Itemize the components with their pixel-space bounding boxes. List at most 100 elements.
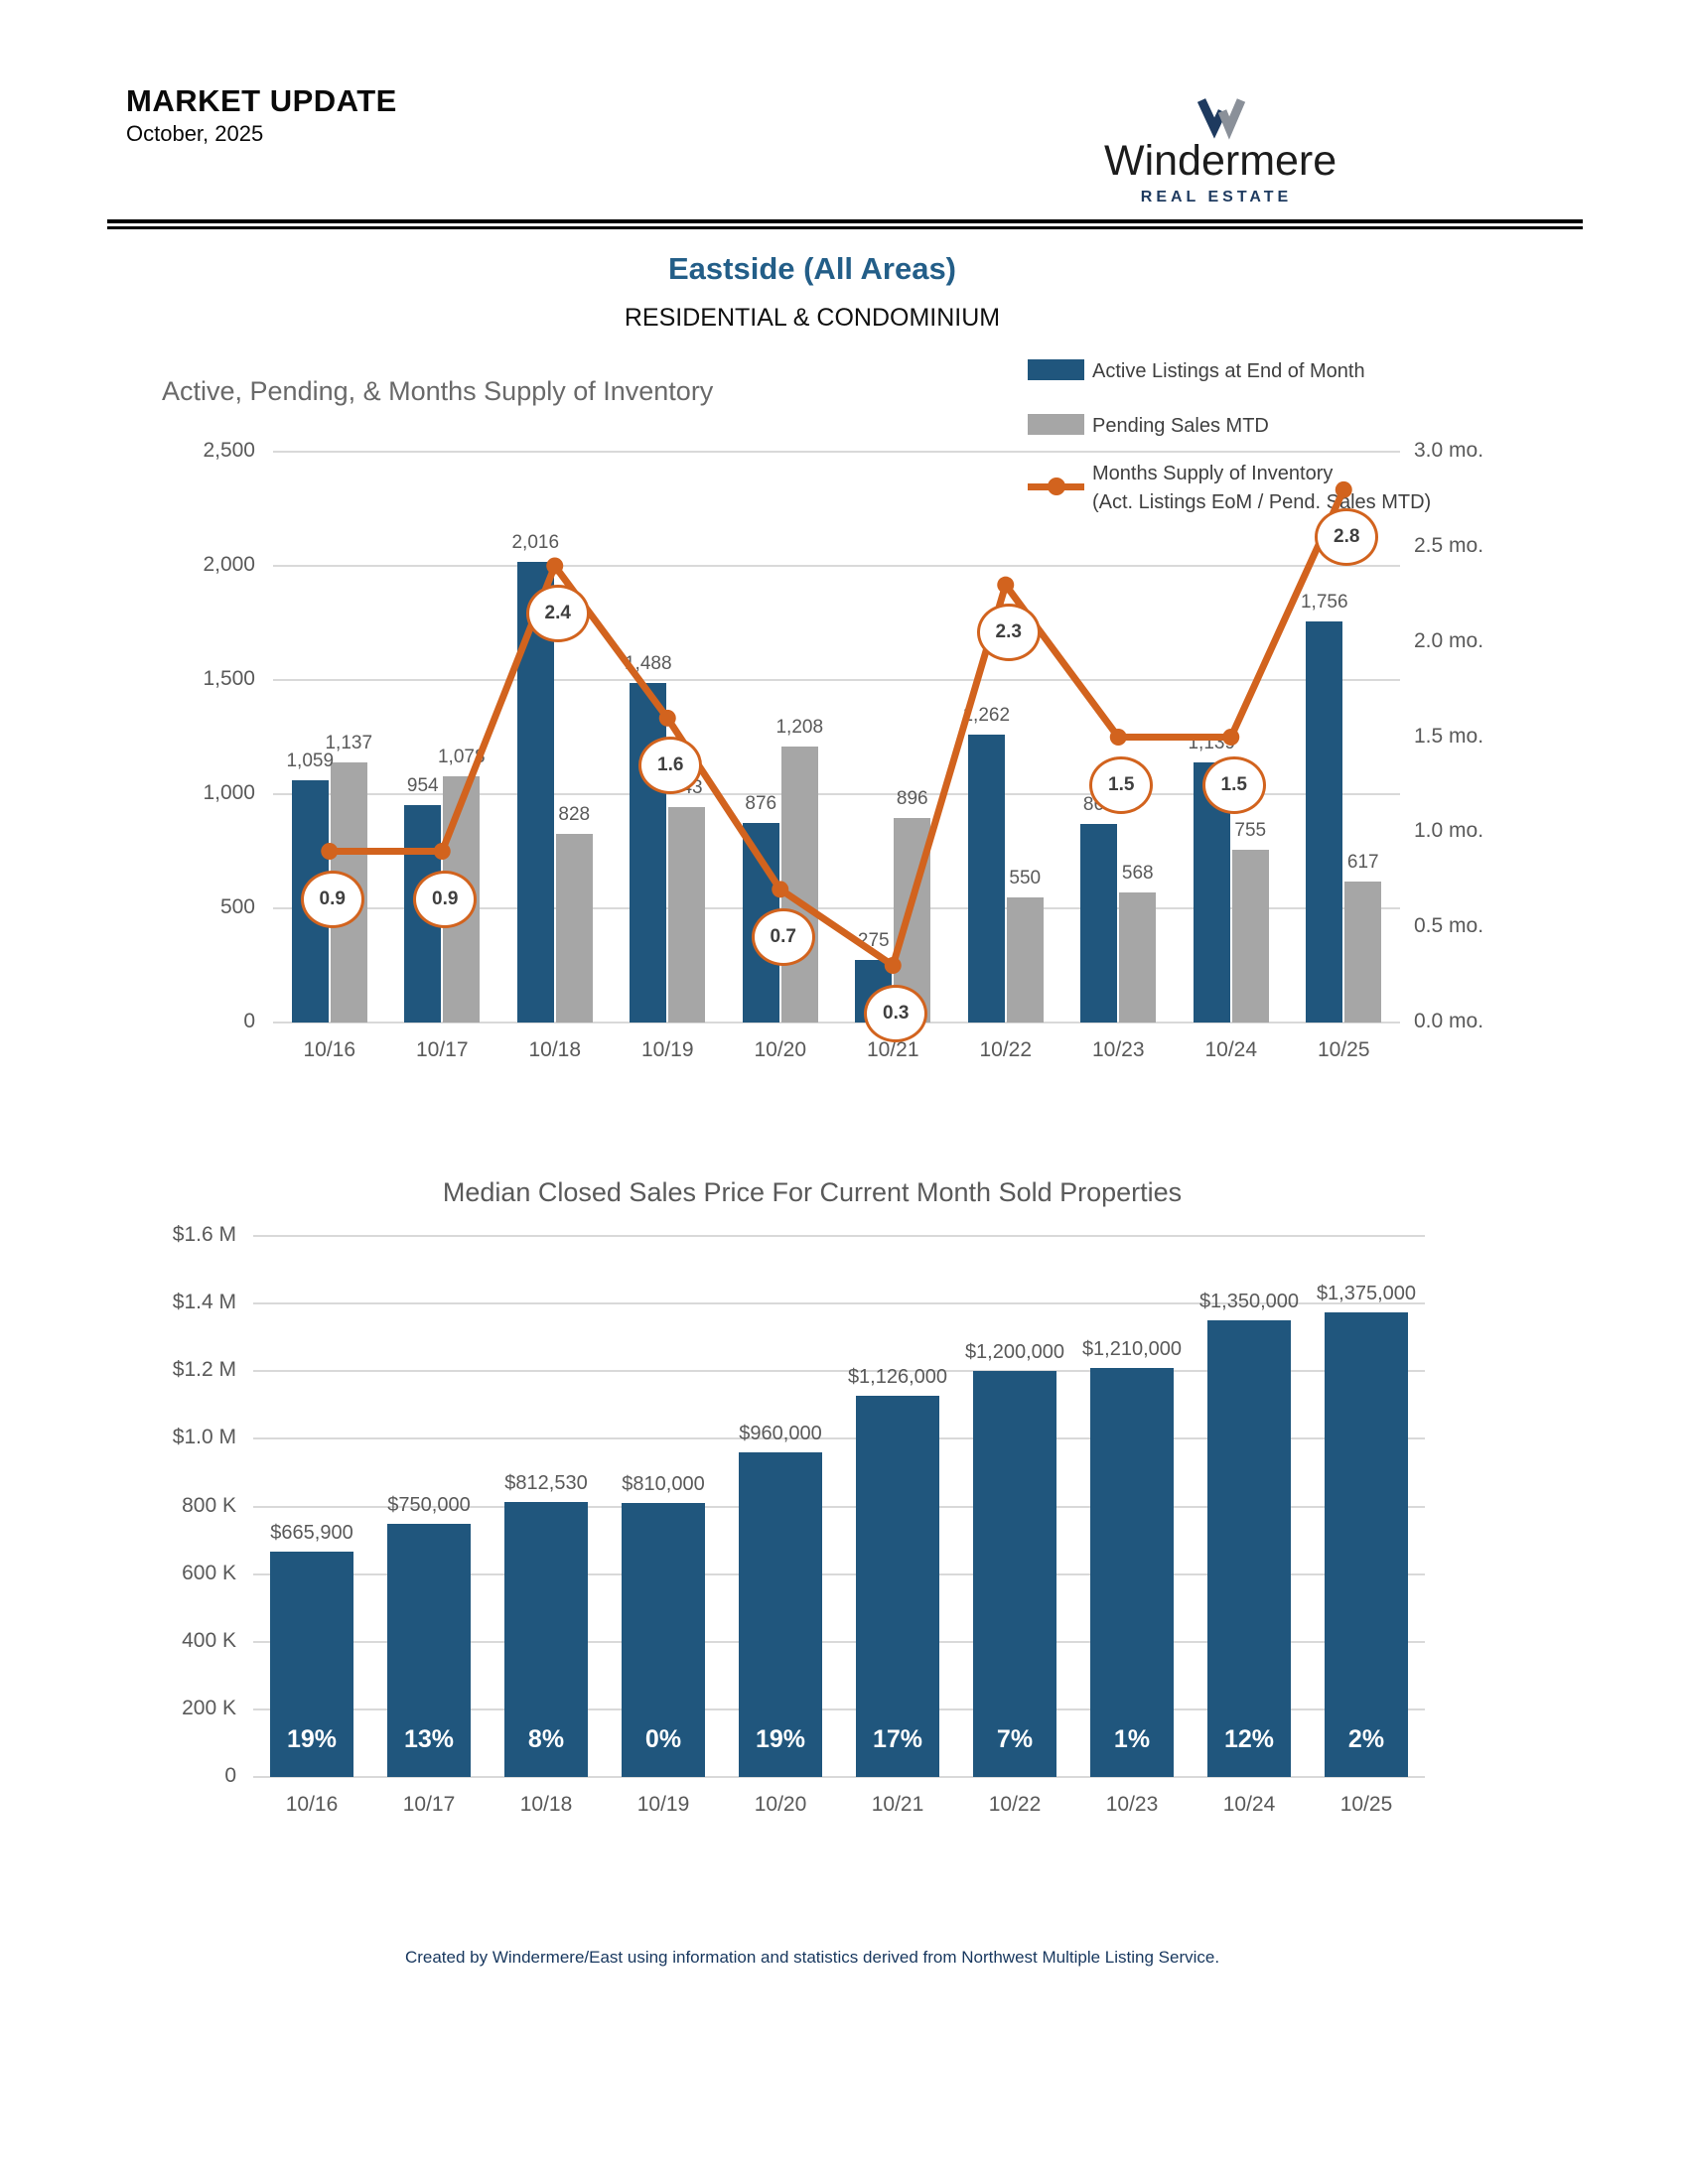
msi-value-bubble: 2.4: [525, 585, 590, 642]
active-bar-value-label: 1,488: [624, 652, 672, 674]
active-bar-value-label: 1,262: [962, 704, 1011, 726]
legend-label-active: Active Listings at End of Month: [1092, 360, 1365, 382]
x-axis-tick-label: 10/16: [285, 1793, 339, 1816]
right-axis-tick-label: 3.0 mo.: [1414, 439, 1484, 462]
grid-line: [273, 451, 1400, 453]
y-axis-tick-label: $1.6 M: [172, 1223, 236, 1246]
active-listings-bar: [1080, 824, 1118, 1023]
active-bar-value-label: 1,139: [1188, 733, 1236, 754]
x-axis-tick-label: 10/17: [402, 1793, 456, 1816]
msi-value-bubble: 2.3: [976, 604, 1041, 662]
grid-line: [273, 565, 1400, 567]
price-value-label: $812,530: [504, 1472, 588, 1495]
median-price-bar: [1325, 1311, 1408, 1777]
x-axis-tick-label: 10/16: [303, 1038, 356, 1061]
x-axis-tick-label: 10/21: [866, 1038, 919, 1061]
y-axis-tick-label: 200 K: [182, 1696, 236, 1719]
yoy-percent-label: 1%: [1113, 1725, 1151, 1753]
msi-value-bubble: 1.5: [1201, 755, 1266, 814]
y-axis-tick-label: 1,000: [203, 781, 255, 804]
x-axis-tick-label: 10/25: [1317, 1038, 1370, 1061]
right-axis-tick-label: 2.0 mo.: [1414, 628, 1484, 652]
pending-sales-bar: [780, 747, 818, 1023]
x-axis-tick-label: 10/21: [871, 1793, 924, 1816]
logo-wordmark: Windermere: [1104, 137, 1337, 185]
x-axis-tick-label: 10/23: [1105, 1793, 1159, 1816]
x-axis-tick-label: 10/18: [519, 1793, 573, 1816]
y-axis-tick-label: 0: [224, 1764, 236, 1787]
y-axis-tick-label: 400 K: [182, 1628, 236, 1652]
yoy-percent-label: 17%: [872, 1725, 923, 1753]
right-axis-tick-label: 0.5 mo.: [1414, 914, 1484, 938]
yoy-percent-label: 12%: [1223, 1725, 1275, 1753]
msi-value-bubble: 0.9: [413, 870, 478, 928]
pending-bar-value-label: 755: [1234, 820, 1267, 842]
price-value-label: $1,375,000: [1316, 1282, 1417, 1304]
y-axis-tick-label: 500: [219, 895, 255, 918]
right-axis-tick-label: 2.5 mo.: [1414, 533, 1484, 557]
x-axis-tick-label: 10/24: [1204, 1038, 1258, 1061]
pending-sales-bar: [1344, 882, 1382, 1023]
median-price-bar: [387, 1523, 471, 1777]
header-divider: [107, 219, 1583, 229]
median-price-bar: [1207, 1320, 1291, 1777]
price-value-label: $1,126,000: [847, 1366, 948, 1389]
pending-bar-value-label: 828: [558, 803, 591, 825]
legend-swatch-active: [1028, 359, 1084, 380]
grid-line: [253, 1707, 1425, 1710]
active-bar-value-label: 954: [406, 774, 439, 796]
yoy-percent-label: 8%: [527, 1725, 565, 1753]
active-bar-value-label: 275: [857, 929, 890, 951]
grid-line: [253, 1370, 1425, 1373]
pending-sales-bar: [1006, 896, 1044, 1023]
y-axis-tick-label: $1.0 M: [172, 1426, 236, 1449]
pending-bar-value-label: 550: [1009, 867, 1042, 888]
median-price-bar: [739, 1452, 822, 1777]
msi-value-bubble: 0.7: [751, 907, 815, 966]
grid-line: [253, 1302, 1425, 1305]
grid-line: [253, 1235, 1425, 1237]
page-title: MARKET UPDATE: [126, 83, 397, 118]
median-price-bar: [504, 1502, 588, 1777]
pending-bar-value-label: 1,078: [437, 747, 486, 768]
median-price-bar: [270, 1552, 353, 1777]
msi-value-bubble: 2.8: [1315, 508, 1379, 567]
right-axis-tick-label: 1.0 mo.: [1414, 819, 1484, 843]
x-axis-tick-label: 10/18: [528, 1038, 582, 1061]
pending-sales-bar: [668, 807, 706, 1023]
y-axis-tick-label: 2,000: [203, 553, 255, 576]
msi-value-bubble: 0.3: [864, 984, 928, 1042]
pending-bar-value-label: 568: [1121, 863, 1154, 885]
logo-tagline: REAL ESTATE: [1140, 189, 1293, 205]
pending-sales-bar: [1119, 892, 1157, 1023]
y-axis-tick-label: 800 K: [182, 1493, 236, 1517]
x-axis-tick-label: 10/22: [988, 1793, 1042, 1816]
msi-point: [1109, 729, 1127, 746]
active-bar-value-label: 2,016: [511, 532, 560, 554]
price-value-label: $750,000: [387, 1493, 471, 1516]
legend-swatch-pending: [1028, 414, 1084, 435]
grid-line: [273, 679, 1400, 681]
pending-sales-bar: [1231, 850, 1269, 1023]
windermere-logo-mark: [1190, 95, 1251, 141]
x-axis-tick-label: 10/25: [1339, 1793, 1393, 1816]
price-value-label: $665,900: [270, 1522, 353, 1545]
active-listings-bar: [1306, 621, 1343, 1023]
pending-bar-value-label: 1,137: [325, 733, 373, 754]
yoy-percent-label: 19%: [286, 1725, 338, 1753]
pending-sales-bar: [555, 833, 593, 1023]
median-price-bar: [856, 1396, 939, 1777]
median-price-bar: [1090, 1367, 1174, 1777]
grid-line: [253, 1640, 1425, 1643]
region-title: Eastside (All Areas): [667, 251, 957, 286]
grid-line: [253, 1505, 1425, 1508]
x-axis-tick-label: 10/22: [979, 1038, 1033, 1061]
page-date: October, 2025: [126, 121, 264, 146]
yoy-percent-label: 7%: [996, 1725, 1034, 1753]
grid-line: [253, 1776, 1425, 1778]
active-listings-bar: [630, 682, 667, 1023]
x-axis-tick-label: 10/19: [640, 1038, 694, 1061]
price-value-label: $1,200,000: [964, 1341, 1065, 1364]
legend-line-dot-icon: [1048, 478, 1065, 495]
